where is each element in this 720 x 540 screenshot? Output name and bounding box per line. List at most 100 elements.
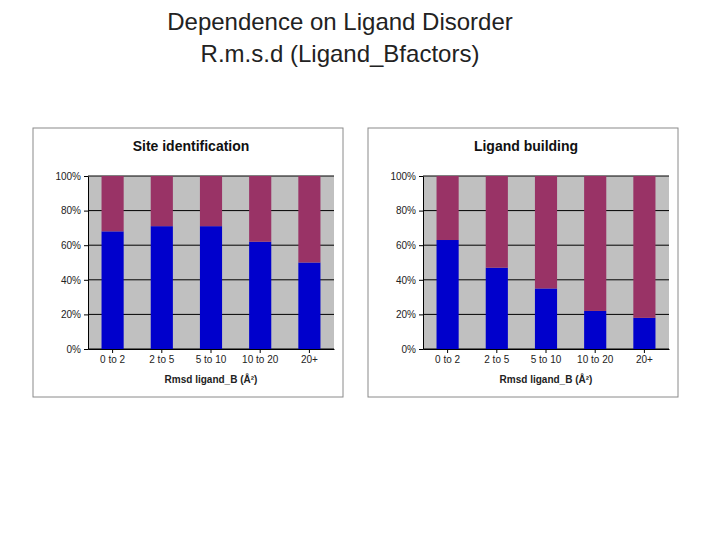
bar xyxy=(151,176,173,226)
x-tick: 2 to 5 xyxy=(149,349,174,365)
y-tick: 100% xyxy=(390,171,423,182)
bar xyxy=(486,176,508,268)
x-tick: 0 to 2 xyxy=(435,349,460,365)
x-tick-label: 0 to 2 xyxy=(100,354,125,365)
y-tick-label: 100% xyxy=(390,171,416,182)
y-tick: 60% xyxy=(61,240,88,251)
panel-frame xyxy=(368,128,678,397)
x-tick-label: 5 to 10 xyxy=(531,354,562,365)
y-tick-mark xyxy=(419,280,423,281)
y-tick: 80% xyxy=(61,205,88,216)
y-tick-label: 20% xyxy=(61,309,81,320)
y-tick-label: 0% xyxy=(402,344,417,355)
y-tick-mark xyxy=(84,245,88,246)
x-tick-mark xyxy=(260,349,261,353)
y-tick: 20% xyxy=(61,309,88,320)
bar xyxy=(486,268,508,349)
bar xyxy=(633,318,655,349)
y-tick-mark xyxy=(419,176,423,177)
x-tick-label: 2 to 5 xyxy=(149,354,174,365)
x-tick: 20+ xyxy=(301,349,318,365)
y-tick: 0% xyxy=(402,344,423,355)
x-tick-mark xyxy=(595,349,596,353)
bar xyxy=(298,263,320,350)
y-tick-label: 60% xyxy=(396,240,416,251)
y-tick-mark xyxy=(419,349,423,350)
y-tick-label: 100% xyxy=(55,171,81,182)
y-tick: 40% xyxy=(61,275,88,286)
x-tick-mark xyxy=(546,349,547,353)
y-tick-label: 80% xyxy=(61,205,81,216)
chart-panel: 0% 20% 40% 60% 80% 100% 0 to 2 2 to 5 5 to 10 10 … xyxy=(368,128,678,397)
slide-title: Dependence on Ligand Disorder xyxy=(167,8,513,35)
x-tick-label: 2 to 5 xyxy=(484,354,509,365)
y-tick-label: 20% xyxy=(396,309,416,320)
y-tick: 40% xyxy=(396,275,423,286)
y-tick-mark xyxy=(84,176,88,177)
y-tick-mark xyxy=(419,211,423,212)
y-tick-mark xyxy=(84,314,88,315)
bar xyxy=(200,176,222,226)
bar xyxy=(584,311,606,349)
x-axis-title: Rmsd ligand_B (Å²) xyxy=(500,373,593,385)
x-axis: 0 to 2 2 to 5 5 to 10 10 to 20 20+ xyxy=(89,349,335,365)
x-tick: 2 to 5 xyxy=(484,349,509,365)
chart-title: Site identification xyxy=(133,138,250,154)
bar xyxy=(584,176,606,311)
x-tick-label: 20+ xyxy=(301,354,318,365)
x-tick-mark xyxy=(447,349,448,353)
bar xyxy=(437,176,459,240)
x-tick: 5 to 10 xyxy=(531,349,562,365)
chart-title: Ligand building xyxy=(474,138,578,154)
y-tick: 80% xyxy=(396,205,423,216)
chart-panel: 0% 20% 40% 60% 80% 100% 0 to 2 2 to 5 5 to 10 10 … xyxy=(33,128,343,397)
y-tick-label: 40% xyxy=(396,275,416,286)
bar xyxy=(298,176,320,263)
bar xyxy=(102,176,124,231)
y-tick-label: 0% xyxy=(67,344,82,355)
x-tick-mark xyxy=(161,349,162,353)
y-axis-line xyxy=(88,177,89,350)
y-tick-label: 60% xyxy=(61,240,81,251)
x-tick-label: 10 to 20 xyxy=(242,354,279,365)
x-tick-mark xyxy=(309,349,310,353)
x-tick-mark xyxy=(496,349,497,353)
bar xyxy=(633,176,655,318)
y-tick: 0% xyxy=(67,344,88,355)
x-tick-label: 0 to 2 xyxy=(435,354,460,365)
bar xyxy=(102,231,124,349)
slide: Dependence on Ligand Disorder R.m.s.d (Li… xyxy=(0,0,720,540)
bar xyxy=(535,176,557,288)
y-tick-mark xyxy=(419,245,423,246)
y-axis: 0% 20% 40% 60% 80% 100% xyxy=(55,171,88,355)
bar xyxy=(200,226,222,349)
y-tick-label: 80% xyxy=(396,205,416,216)
panel-frame xyxy=(33,128,343,397)
plot-background xyxy=(423,176,669,349)
plot-area: 0% 20% 40% 60% 80% 100% 0 to 2 2 to 5 5 to 10 10 … xyxy=(55,171,334,365)
x-axis: 0 to 2 2 to 5 5 to 10 10 to 20 20+ xyxy=(424,349,670,365)
y-tick: 20% xyxy=(396,309,423,320)
y-tick-mark xyxy=(419,314,423,315)
y-tick-mark xyxy=(84,280,88,281)
y-tick: 60% xyxy=(396,240,423,251)
x-tick: 5 to 10 xyxy=(196,349,227,365)
x-tick-label: 10 to 20 xyxy=(577,354,614,365)
x-tick-label: 5 to 10 xyxy=(196,354,227,365)
y-tick-mark xyxy=(84,211,88,212)
bars xyxy=(102,176,321,349)
y-axis: 0% 20% 40% 60% 80% 100% xyxy=(390,171,423,355)
plot-background xyxy=(88,176,334,349)
y-tick-mark xyxy=(84,349,88,350)
bar xyxy=(249,176,271,242)
x-tick-mark xyxy=(112,349,113,353)
y-tick: 100% xyxy=(55,171,88,182)
plot-area: 0% 20% 40% 60% 80% 100% 0 to 2 2 to 5 5 to 10 10 … xyxy=(390,171,669,365)
slide-title: R.m.s.d (Ligand_Bfactors) xyxy=(201,40,480,67)
bars xyxy=(437,176,656,349)
bar xyxy=(249,242,271,349)
x-tick-mark xyxy=(211,349,212,353)
x-tick: 0 to 2 xyxy=(100,349,125,365)
x-tick: 20+ xyxy=(636,349,653,365)
y-axis-line xyxy=(423,177,424,350)
